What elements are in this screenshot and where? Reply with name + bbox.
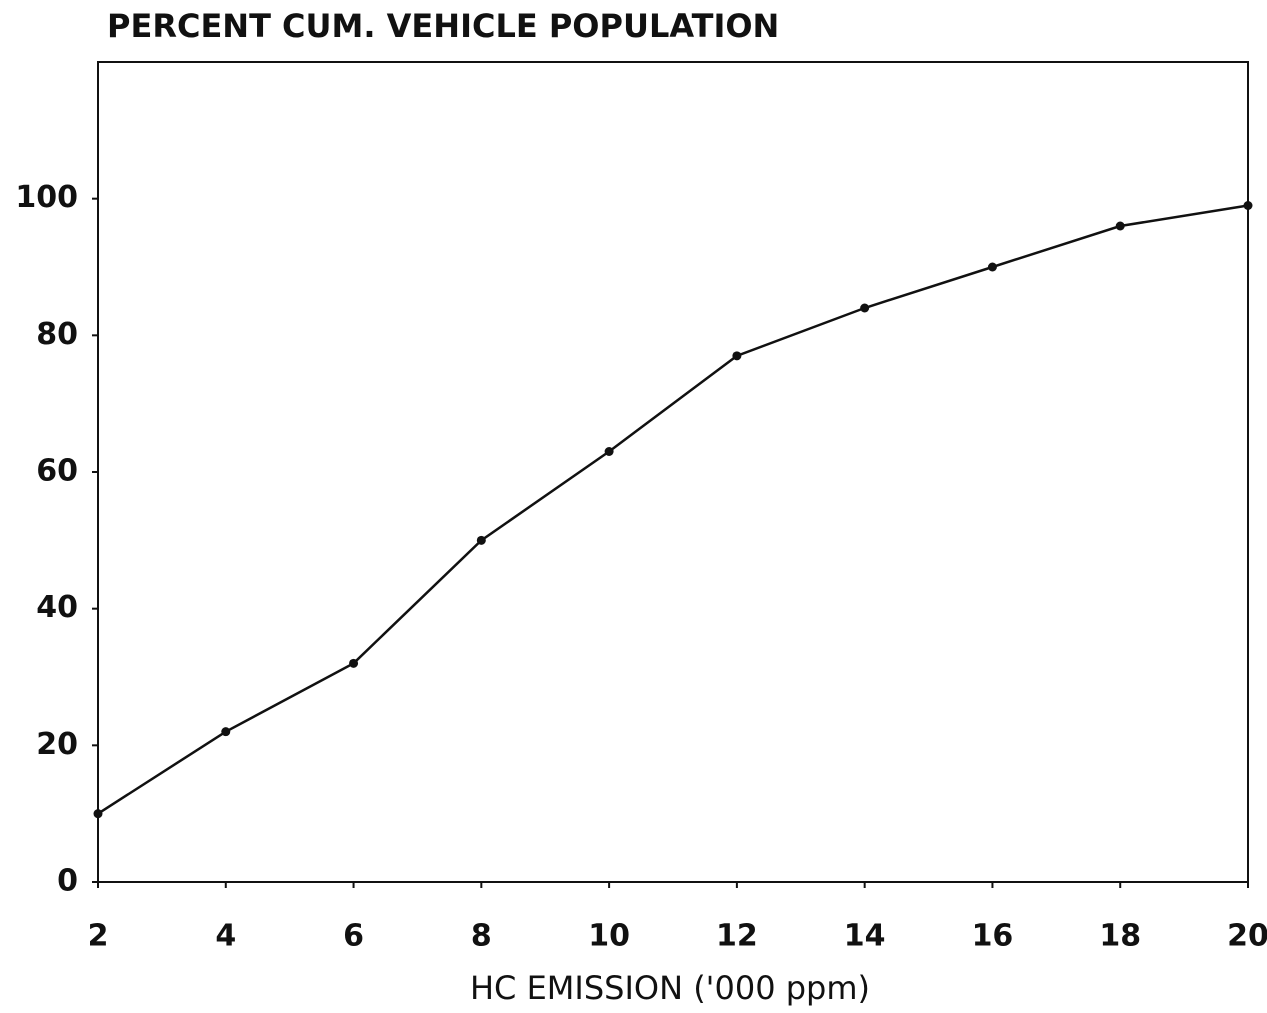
- x-tick-label: 6: [343, 919, 364, 954]
- data-point: [1115, 221, 1125, 231]
- data-point: [987, 262, 997, 272]
- data-point: [1243, 201, 1253, 210]
- chart-title: PERCENT CUM. VEHICLE POPULATION: [107, 7, 779, 45]
- x-tick-label: 14: [844, 919, 886, 954]
- y-tick-label: 40: [36, 590, 78, 625]
- data-point: [604, 447, 614, 456]
- x-tick-label: 8: [471, 919, 492, 954]
- data-point: [349, 658, 359, 668]
- y-tick-label: 80: [36, 317, 78, 352]
- x-tick-label: 10: [588, 919, 630, 954]
- x-tick-label: 18: [1099, 919, 1141, 954]
- data-line: [97, 204, 1249, 815]
- y-tick-label: 100: [15, 180, 78, 215]
- data-point: [860, 303, 870, 313]
- x-tick-label: 16: [972, 919, 1014, 954]
- x-tick-label: 2: [88, 919, 109, 954]
- x-axis-label: HC EMISSION ('000 ppm): [470, 969, 870, 1007]
- data-point: [221, 727, 231, 737]
- x-tick-label: 4: [215, 919, 236, 954]
- y-tick-label: 20: [36, 727, 78, 762]
- y-tick-label: 60: [36, 454, 78, 489]
- x-tick-label: 20: [1227, 919, 1267, 954]
- data-point: [732, 351, 742, 361]
- x-tick-label: 12: [716, 919, 758, 954]
- data-point: [93, 809, 103, 819]
- plot-frame: [97, 61, 1249, 883]
- y-tick-label: 0: [57, 864, 78, 899]
- data-point: [476, 535, 486, 545]
